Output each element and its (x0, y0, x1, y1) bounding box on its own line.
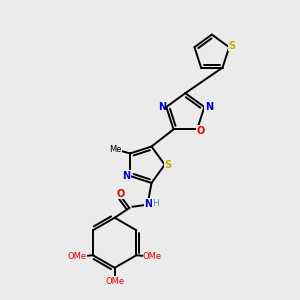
Text: N: N (205, 102, 213, 112)
Text: O: O (196, 126, 205, 136)
Text: S: S (229, 41, 236, 51)
Text: S: S (165, 160, 172, 170)
Text: N: N (122, 171, 130, 181)
Text: OMe: OMe (67, 252, 86, 261)
Text: H: H (152, 199, 159, 208)
Text: N: N (145, 199, 153, 208)
Text: OMe: OMe (143, 252, 162, 261)
Text: O: O (116, 189, 125, 199)
Text: OMe: OMe (105, 277, 124, 286)
Text: N: N (158, 102, 166, 112)
Text: Me: Me (109, 145, 122, 154)
